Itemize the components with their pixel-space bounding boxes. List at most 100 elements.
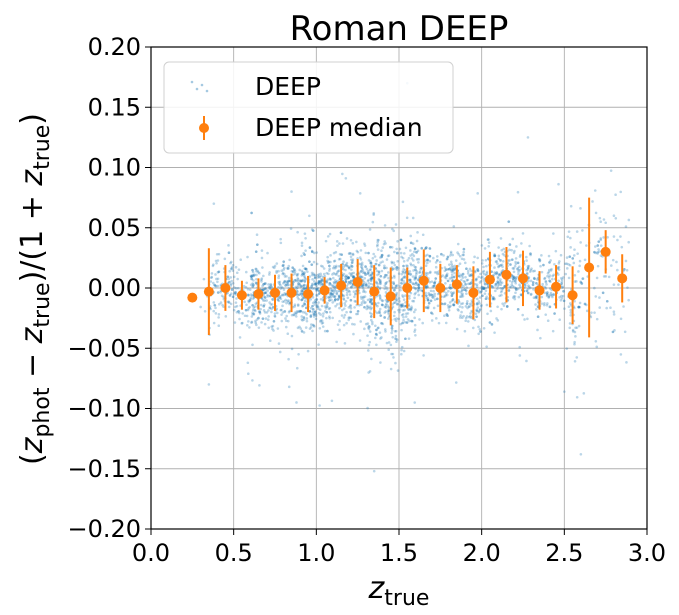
scatter-point: [488, 321, 492, 324]
scatter-point: [359, 320, 362, 323]
scatter-point: [308, 214, 311, 218]
scatter-point: [414, 283, 417, 286]
scatter-point: [404, 312, 408, 315]
scatter-point: [479, 290, 482, 294]
scatter-point: [306, 270, 309, 273]
scatter-point: [363, 271, 367, 275]
scatter-point: [367, 251, 371, 255]
scatter-point: [476, 302, 479, 305]
scatter-point: [384, 310, 388, 313]
scatter-point: [380, 253, 384, 257]
scatter-point: [296, 286, 299, 289]
scatter-point: [482, 287, 486, 291]
scatter-point: [623, 268, 626, 271]
scatter-point: [425, 294, 428, 297]
scatter-point: [326, 261, 330, 265]
scatter-point: [227, 251, 231, 255]
scatter-point: [281, 286, 284, 290]
scatter-point: [262, 282, 265, 286]
scatter-point: [426, 272, 430, 275]
scatter-point: [216, 291, 220, 294]
scatter-point: [467, 282, 470, 286]
scatter-point: [370, 264, 373, 267]
scatter-point: [312, 324, 316, 327]
scatter-point: [338, 319, 341, 323]
scatter-point: [364, 282, 368, 285]
scatter-point: [352, 275, 356, 279]
scatter-point: [452, 303, 456, 307]
scatter-point: [351, 241, 355, 245]
scatter-point: [230, 260, 233, 264]
scatter-point: [304, 236, 307, 240]
scatter-point: [281, 293, 284, 297]
scatter-point: [320, 284, 323, 287]
scatter-point: [375, 333, 379, 337]
scatter-point: [263, 282, 267, 285]
scatter-point: [400, 303, 404, 307]
scatter-point: [217, 316, 220, 319]
scatter-point: [480, 285, 484, 289]
scatter-point: [411, 275, 415, 278]
scatter-point: [245, 303, 248, 307]
scatter-point: [394, 284, 398, 287]
scatter-point: [338, 257, 342, 261]
scatter-point: [278, 350, 282, 354]
scatter-point: [380, 336, 383, 339]
scatter-point: [351, 252, 355, 256]
scatter-point: [612, 283, 616, 286]
scatter-point: [435, 255, 439, 258]
scatter-point: [595, 276, 599, 280]
scatter-point: [557, 268, 561, 271]
scatter-point: [375, 269, 379, 273]
scatter-point: [237, 311, 241, 315]
scatter-point: [363, 305, 366, 309]
scatter-point: [381, 322, 385, 326]
scatter-point: [300, 298, 303, 302]
scatter-point: [347, 316, 351, 320]
scatter-point: [366, 349, 370, 352]
scatter-point: [347, 276, 351, 280]
scatter-point: [347, 266, 351, 270]
scatter-point: [390, 329, 394, 332]
scatter-point: [465, 292, 468, 295]
scatter-point: [342, 272, 346, 276]
scatter-point: [447, 289, 450, 293]
scatter-point: [409, 263, 413, 267]
scatter-point: [413, 292, 417, 296]
scatter-point: [275, 307, 279, 311]
scatter-point: [562, 299, 566, 303]
scatter-point: [394, 334, 398, 338]
scatter-point: [406, 312, 410, 315]
scatter-point: [214, 259, 218, 263]
scatter-point: [380, 255, 384, 259]
scatter-point: [349, 303, 352, 307]
scatter-point: [304, 249, 307, 252]
scatter-point: [314, 300, 318, 304]
scatter-point: [478, 307, 482, 311]
scatter-point: [408, 278, 412, 282]
scatter-point: [418, 270, 422, 274]
scatter-point: [303, 232, 307, 235]
scatter-point: [310, 285, 313, 288]
scatter-point: [347, 266, 351, 270]
scatter-point: [202, 277, 206, 281]
scatter-point: [391, 286, 394, 290]
scatter-point: [442, 254, 445, 257]
scatter-point: [291, 266, 295, 270]
scatter-point: [428, 254, 431, 258]
scatter-point: [327, 272, 330, 276]
scatter-point: [432, 289, 435, 293]
scatter-point: [251, 304, 254, 307]
scatter-point: [351, 258, 355, 261]
scatter-point: [250, 277, 253, 281]
scatter-point: [412, 282, 415, 286]
scatter-point: [350, 265, 354, 268]
scatter-point: [340, 314, 344, 317]
scatter-point: [411, 216, 415, 220]
scatter-point: [288, 279, 292, 283]
scatter-point: [458, 305, 462, 308]
scatter-point: [334, 280, 338, 284]
scatter-point: [391, 352, 395, 356]
scatter-point: [565, 262, 569, 266]
